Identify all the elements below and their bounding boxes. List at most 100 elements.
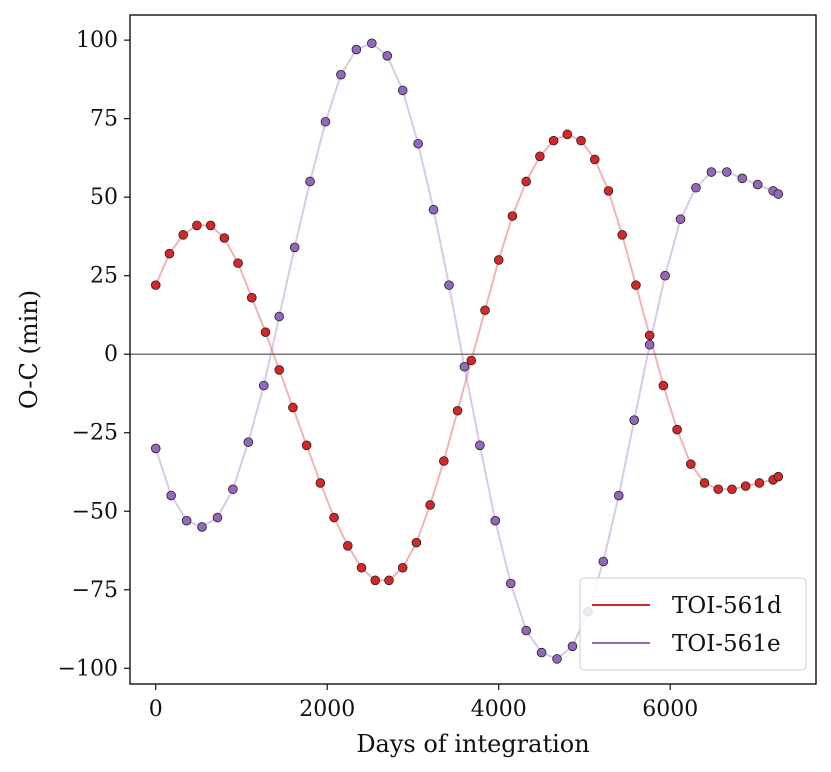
axis-ticks-layer: 0 2000 4000 6000 100 75 50 25 0 −25 −50 −75 −100 (58, 28, 699, 722)
data-point-toi-561e (691, 182, 701, 193)
data-point-toi-561d (178, 230, 188, 240)
data-point-toi-561d (562, 129, 573, 140)
data-point-toi-561e (197, 522, 207, 532)
y-tick-label: 75 (90, 107, 118, 132)
y-axis-label: O-C (min) (15, 290, 43, 409)
x-tick-label: 2000 (299, 697, 355, 722)
data-point-toi-561e (305, 176, 315, 187)
data-point-toi-561e (552, 654, 562, 664)
data-point-toi-561d (452, 405, 463, 416)
data-point-toi-561d (343, 541, 353, 551)
y-tick-label: 50 (90, 185, 118, 210)
data-point-toi-561e (289, 242, 300, 253)
data-point-toi-561e (737, 173, 748, 184)
data-point-toi-561d (493, 255, 504, 265)
data-point-toi-561d (425, 500, 435, 510)
data-point-toi-561d (288, 402, 298, 413)
data-point-toi-561d (260, 327, 271, 338)
data-point-toi-561e (444, 280, 454, 290)
legend: TOI-561d TOI-561e (579, 577, 807, 671)
data-point-toi-561e (706, 167, 717, 177)
data-point-toi-561d (617, 230, 628, 240)
data-point-toi-561d (370, 575, 381, 586)
data-point-toi-561d (713, 484, 724, 495)
data-point-toi-561d (205, 220, 216, 231)
data-point-toi-561d (150, 280, 161, 290)
data-point-toi-561e (351, 44, 362, 55)
data-point-toi-561e (629, 415, 640, 425)
y-tick-label: −100 (58, 656, 118, 681)
data-point-toi-561e (258, 380, 269, 391)
y-tick-label: −50 (72, 499, 118, 524)
data-point-toi-561e (505, 578, 516, 589)
y-tick-label: −25 (72, 421, 118, 446)
x-axis-label: Days of integration (356, 730, 589, 758)
data-point-toi-561d (686, 459, 696, 469)
legend-label-toi-561e: TOI-561e (672, 631, 781, 657)
data-point-toi-561d (480, 305, 490, 316)
data-point-toi-561e (773, 189, 784, 199)
data-point-toi-561e (243, 437, 254, 447)
data-point-toi-561e (181, 515, 192, 526)
x-tick-label: 6000 (642, 697, 698, 722)
data-point-toi-561d (603, 186, 614, 196)
data-point-toi-561e (722, 167, 732, 177)
data-point-toi-561e (397, 85, 408, 96)
y-tick-label: 100 (76, 28, 118, 53)
data-point-toi-561e (166, 490, 176, 501)
data-point-toi-561d (411, 537, 422, 548)
y-tick-label: 0 (104, 342, 118, 367)
data-point-toi-561d (384, 575, 394, 586)
legend-box (579, 577, 807, 671)
data-point-toi-561e (598, 556, 609, 567)
data-point-toi-561d (576, 135, 586, 146)
data-point-toi-561e (521, 625, 531, 636)
data-point-toi-561e (150, 443, 161, 454)
x-tick-label: 0 (149, 697, 163, 722)
data-point-toi-561d (521, 176, 531, 187)
data-point-toi-561d (589, 154, 600, 165)
data-point-toi-561d (740, 481, 751, 491)
data-point-toi-561e (613, 490, 624, 501)
data-point-toi-561e (536, 647, 547, 658)
data-point-toi-561d (439, 456, 449, 466)
data-point-toi-561d (397, 562, 408, 573)
data-point-toi-561d (356, 562, 367, 573)
data-point-toi-561d (754, 478, 765, 488)
data-point-toi-561e (660, 270, 670, 281)
data-point-toi-561e (752, 179, 763, 190)
data-point-toi-561d (192, 220, 202, 231)
data-point-toi-561d (548, 135, 559, 146)
data-point-toi-561d (466, 355, 477, 366)
y-tick-label: −75 (72, 578, 118, 603)
data-point-toi-561e (212, 512, 223, 523)
data-point-toi-561d (773, 471, 784, 482)
data-point-toi-561e (274, 311, 285, 322)
data-point-toi-561d (644, 330, 655, 341)
legend-label-toi-561d: TOI-561d (672, 593, 782, 619)
data-point-toi-561e (367, 38, 377, 49)
data-point-toi-561d (164, 248, 175, 259)
x-tick-label: 4000 (471, 697, 527, 722)
data-point-toi-561d (274, 365, 285, 375)
data-point-toi-561d (631, 280, 641, 290)
data-point-toi-561e (644, 339, 655, 350)
data-points-layer (150, 38, 784, 664)
data-point-toi-561d (246, 292, 257, 303)
data-point-toi-561e (336, 69, 346, 80)
data-point-toi-561e (459, 361, 470, 372)
data-point-toi-561d (329, 512, 339, 523)
data-point-toi-561d (658, 380, 669, 391)
data-point-toi-561e (675, 214, 686, 224)
plot-frame (129, 14, 817, 685)
data-point-toi-561e (475, 440, 485, 451)
data-point-toi-561d (233, 258, 243, 268)
data-point-toi-561d (301, 440, 312, 451)
data-point-toi-561e (490, 515, 501, 526)
series-line-toi-561e (154, 42, 779, 661)
data-point-toi-561d (727, 484, 737, 495)
data-point-toi-561d (535, 151, 545, 162)
data-point-toi-561d (315, 478, 326, 488)
data-point-toi-561e (413, 138, 423, 149)
